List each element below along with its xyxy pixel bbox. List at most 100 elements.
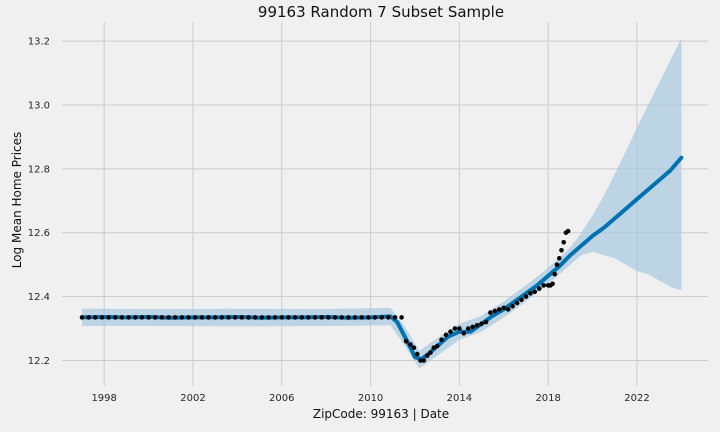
- actual-point: [166, 315, 171, 320]
- actual-point: [554, 262, 560, 268]
- actual-point: [319, 315, 325, 320]
- actual-point: [279, 315, 285, 320]
- actual-point: [418, 358, 423, 363]
- x-tick-label: 2010: [358, 393, 383, 404]
- y-tick-label: 12.2: [28, 356, 50, 367]
- y-axis-title: Log Mean Home Prices: [10, 132, 24, 269]
- actual-point: [399, 315, 404, 320]
- actual-point: [299, 315, 305, 320]
- x-tick-label: 2006: [269, 393, 294, 404]
- actual-point: [532, 289, 538, 295]
- actual-point: [146, 315, 151, 320]
- actual-point: [474, 323, 480, 328]
- actual-point: [519, 297, 524, 303]
- actual-point: [192, 315, 198, 320]
- actual-point: [172, 315, 178, 320]
- actual-point: [439, 337, 444, 343]
- actual-point: [346, 315, 351, 320]
- actual-point: [379, 315, 385, 320]
- actual-point: [93, 315, 98, 320]
- actual-point: [552, 271, 558, 277]
- actual-point: [119, 315, 125, 320]
- actual-point: [239, 315, 245, 320]
- actual-point: [461, 331, 467, 336]
- actual-point: [414, 351, 420, 357]
- actual-point: [226, 315, 231, 320]
- actual-point: [332, 315, 338, 320]
- actual-point: [246, 315, 251, 320]
- actual-point: [366, 315, 371, 320]
- actual-point: [403, 339, 409, 344]
- actual-point: [479, 321, 484, 327]
- actual-point: [528, 291, 533, 296]
- chart-title: 99163 Random 7 Subset Sample: [258, 3, 504, 21]
- actual-point: [266, 315, 271, 320]
- actual-point: [465, 326, 471, 331]
- actual-point: [541, 283, 546, 288]
- actual-point: [259, 315, 265, 320]
- actual-point: [510, 303, 515, 309]
- actual-point: [372, 315, 378, 320]
- x-tick-label: 2018: [535, 393, 560, 404]
- actual-points: [79, 228, 571, 363]
- y-tick-label: 12.6: [28, 228, 50, 239]
- actual-point: [99, 315, 105, 320]
- actual-point: [537, 286, 542, 291]
- y-tick-label: 13.2: [28, 37, 50, 48]
- actual-point: [212, 315, 218, 320]
- actual-point: [483, 319, 489, 325]
- actual-point: [492, 308, 498, 314]
- actual-point: [411, 345, 417, 351]
- actual-point: [232, 315, 238, 320]
- actual-point: [523, 294, 529, 299]
- actual-point: [550, 281, 555, 287]
- actual-point: [206, 315, 211, 320]
- y-axis-ticks: 12.2 12.4 12.6 12.8 13.0 13.2: [28, 37, 50, 367]
- x-axis-ticks: 1998 2002 2006 2010 2014 2018 2022: [91, 393, 649, 404]
- actual-point: [565, 228, 571, 234]
- actual-point: [470, 324, 476, 330]
- actual-point: [488, 310, 493, 315]
- actual-point: [272, 315, 278, 320]
- actual-point: [133, 315, 138, 320]
- y-tick-label: 13.0: [28, 101, 50, 112]
- actual-point: [559, 248, 564, 253]
- actual-point: [428, 350, 433, 355]
- x-tick-label: 2022: [624, 393, 649, 404]
- actual-point: [219, 315, 225, 320]
- actual-point: [152, 315, 158, 320]
- actual-point: [457, 326, 462, 331]
- y-tick-label: 12.4: [28, 292, 50, 303]
- actual-point: [186, 315, 191, 320]
- actual-point: [434, 343, 440, 349]
- y-tick-label: 12.8: [28, 164, 50, 175]
- actual-point: [159, 315, 165, 320]
- actual-point: [352, 315, 358, 320]
- actual-point: [292, 315, 298, 320]
- actual-point: [501, 305, 507, 311]
- actual-point: [408, 342, 413, 347]
- actual-point: [386, 315, 391, 320]
- actual-point: [79, 315, 85, 320]
- actual-point: [252, 315, 258, 320]
- actual-point: [359, 315, 365, 320]
- uncertainty-band: [82, 38, 682, 369]
- actual-point: [126, 315, 131, 320]
- actual-point: [86, 315, 91, 320]
- x-tick-label: 2002: [180, 393, 205, 404]
- x-tick-label: 2014: [447, 393, 472, 404]
- actual-point: [497, 307, 502, 312]
- actual-point: [443, 332, 449, 338]
- actual-point: [339, 315, 345, 320]
- actual-point: [514, 300, 520, 306]
- actual-point: [392, 315, 398, 320]
- actual-point: [448, 329, 453, 335]
- x-tick-label: 1998: [91, 393, 116, 404]
- actual-point: [139, 315, 145, 320]
- actual-point: [421, 358, 427, 363]
- actual-point: [286, 315, 291, 320]
- actual-point: [561, 240, 566, 245]
- actual-point: [106, 315, 111, 320]
- actual-point: [424, 353, 430, 359]
